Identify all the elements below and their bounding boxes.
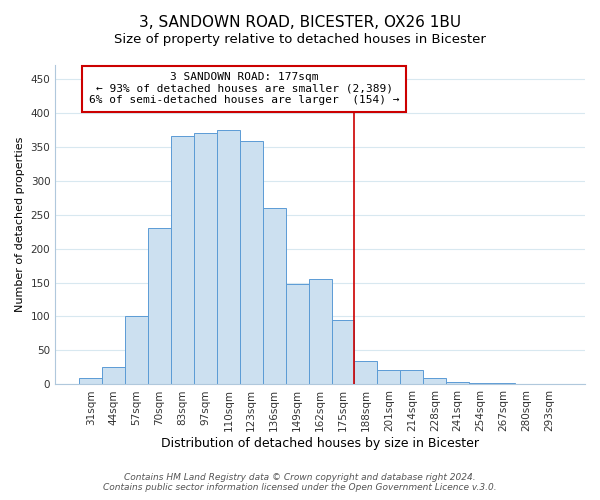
Bar [263,208,286,384]
Bar [355,360,377,384]
Bar [194,133,217,384]
Bar [171,136,194,384]
Bar [102,368,125,384]
Bar [308,279,332,384]
Bar [446,382,469,384]
Y-axis label: Number of detached properties: Number of detached properties [15,137,25,312]
Bar [423,378,446,384]
Bar [79,378,102,384]
Bar [377,370,400,384]
Bar [286,284,308,384]
Bar [217,130,240,384]
Text: 3, SANDOWN ROAD, BICESTER, OX26 1BU: 3, SANDOWN ROAD, BICESTER, OX26 1BU [139,15,461,30]
Bar [125,316,148,384]
Bar [400,370,423,384]
Text: Size of property relative to detached houses in Bicester: Size of property relative to detached ho… [114,32,486,46]
Bar [240,141,263,384]
Bar [469,383,492,384]
Text: Contains HM Land Registry data © Crown copyright and database right 2024.
Contai: Contains HM Land Registry data © Crown c… [103,473,497,492]
Bar [148,228,171,384]
Text: 3 SANDOWN ROAD: 177sqm
← 93% of detached houses are smaller (2,389)
6% of semi-d: 3 SANDOWN ROAD: 177sqm ← 93% of detached… [89,72,400,106]
X-axis label: Distribution of detached houses by size in Bicester: Distribution of detached houses by size … [161,437,479,450]
Bar [332,320,355,384]
Bar [492,383,515,384]
